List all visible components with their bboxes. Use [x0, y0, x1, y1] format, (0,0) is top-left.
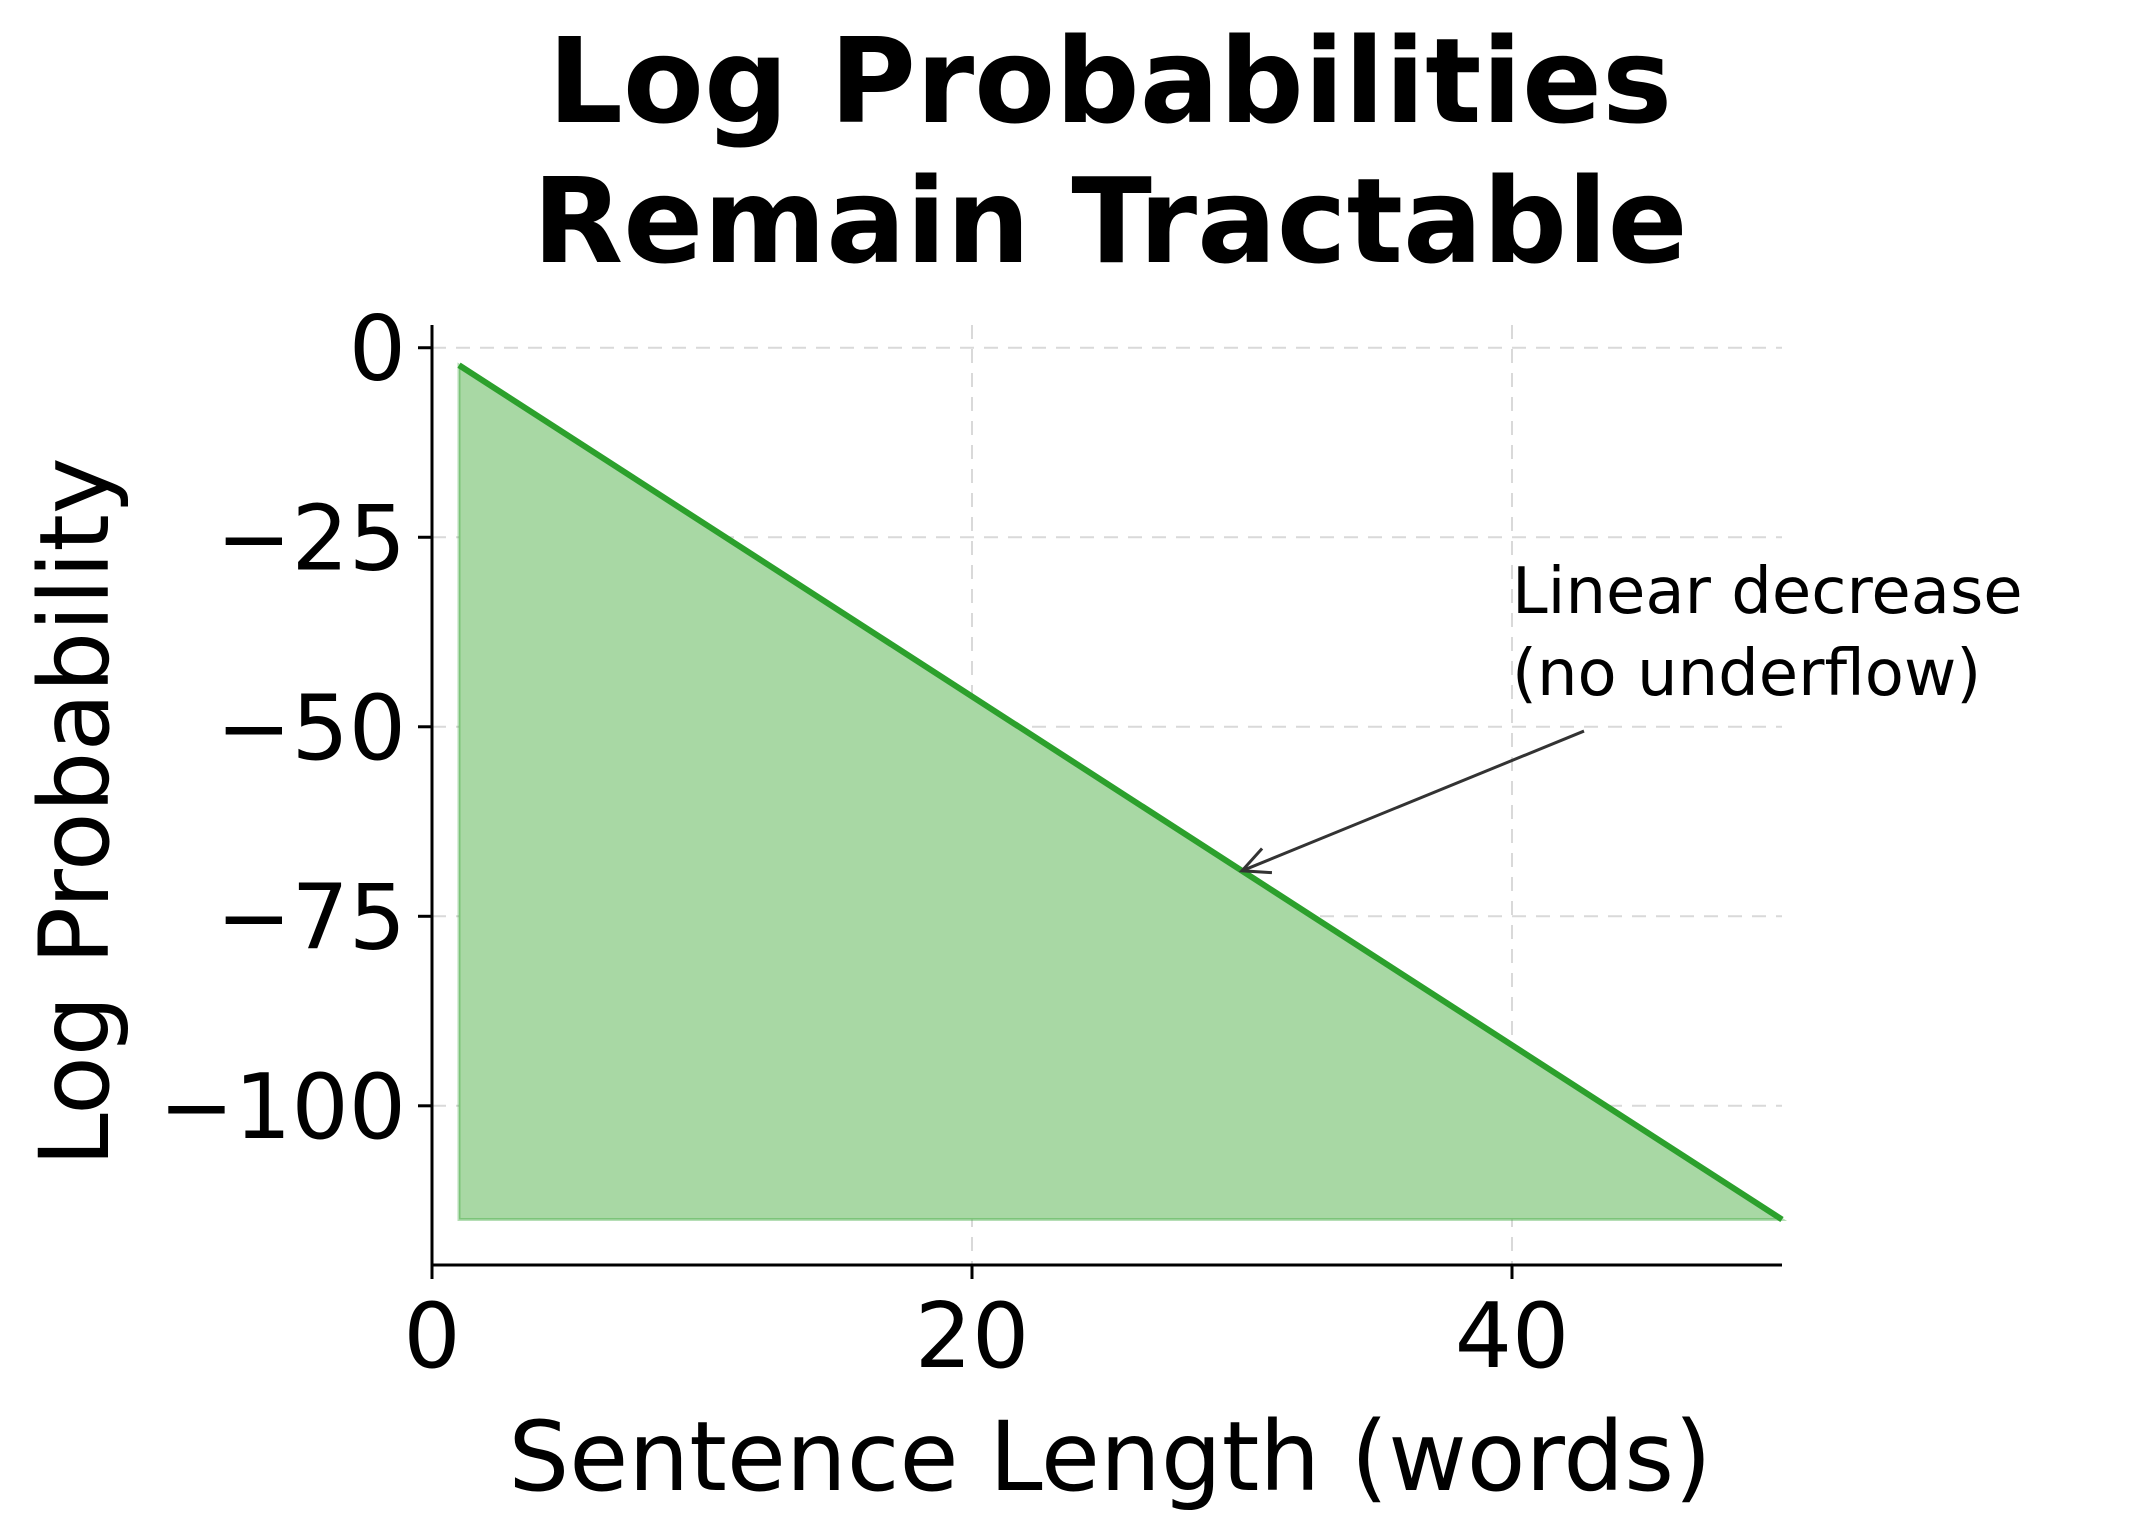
x-axis-label: Sentence Length (words): [508, 1401, 1711, 1513]
annotation: Linear decrease (no underflow): [1238, 555, 2023, 875]
y-tick-label: 0: [349, 297, 406, 402]
annotation-arrow-head: [1238, 847, 1273, 875]
axes: [418, 325, 1782, 1279]
tick-labels: 0 20 40 0 −25 −50 −75 −100: [159, 297, 1569, 1389]
annotation-line-2: (no underflow): [1512, 637, 1981, 711]
chart-title-line-2: Remain Tractable: [532, 152, 1687, 290]
y-axis-label: Log Probability: [19, 457, 131, 1166]
y-tick-label: −50: [216, 676, 406, 781]
y-tick-label: −25: [216, 486, 406, 591]
annotation-line-1: Linear decrease: [1512, 555, 2023, 629]
series-line-0: [457, 362, 1784, 1223]
x-tick-label: 40: [1455, 1284, 1570, 1389]
annotation-arrow-shaft: [1241, 729, 1585, 873]
area-series: [457, 362, 1788, 1223]
y-tick-label: −100: [159, 1055, 406, 1160]
y-tick-label: −75: [216, 865, 406, 970]
x-tick-label: 0: [403, 1284, 460, 1389]
x-tick-label: 20: [915, 1284, 1030, 1389]
chart-title-line-1: Log Probabilities: [548, 12, 1673, 150]
